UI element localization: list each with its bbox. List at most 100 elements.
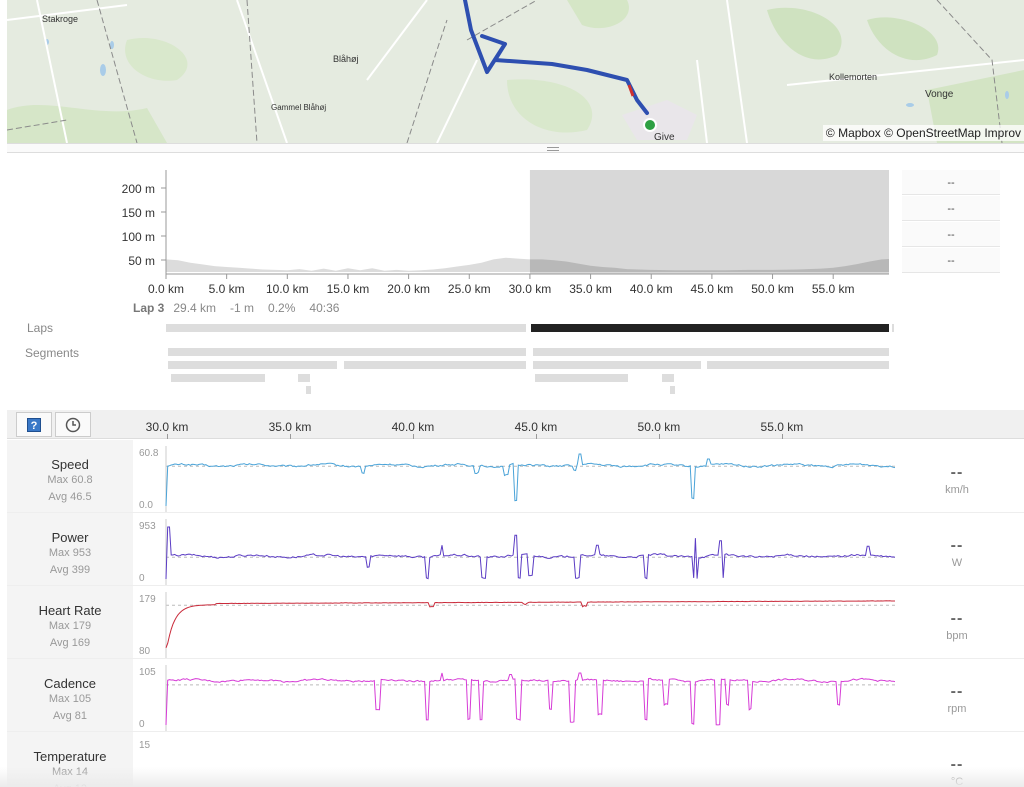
segment-bar[interactable] bbox=[298, 374, 310, 382]
help-icon: ? bbox=[27, 417, 41, 432]
elevation-x-tick: 50.0 km bbox=[751, 282, 794, 296]
lap-time: 40:36 bbox=[309, 301, 340, 315]
metric-y-max: 179 bbox=[139, 594, 156, 605]
elevation-x-tick: 40.0 km bbox=[629, 282, 673, 296]
selection-range[interactable] bbox=[529, 170, 889, 274]
help-button[interactable]: ? bbox=[16, 412, 52, 437]
summary-value: -- bbox=[902, 170, 1000, 195]
metric-name: Power bbox=[51, 530, 89, 545]
metric-max: Max 60.8 bbox=[47, 474, 93, 486]
metric-plot[interactable]: 60.8 0.0 bbox=[133, 440, 895, 512]
lap-distance: 29.4 km bbox=[173, 301, 217, 315]
metric-y-min: 0.0 bbox=[139, 500, 153, 511]
distance-tick: 40.0 km bbox=[391, 420, 435, 434]
segment-bar[interactable] bbox=[168, 348, 526, 356]
segment-bar[interactable] bbox=[533, 361, 701, 369]
segment-bar[interactable] bbox=[306, 386, 311, 394]
segment-bar[interactable] bbox=[171, 374, 265, 382]
elevation-profile-selected bbox=[529, 259, 889, 272]
elevation-x-tick: 35.0 km bbox=[569, 282, 612, 296]
metric-current: -- W bbox=[902, 513, 1012, 585]
metric-avg: Avg 81 bbox=[52, 710, 88, 722]
metric-name: Cadence bbox=[43, 676, 97, 691]
segment-bar[interactable] bbox=[535, 374, 628, 382]
distance-tick: 30.0 km bbox=[145, 420, 189, 434]
metric-value: -- bbox=[950, 464, 964, 481]
metric-line-chart bbox=[165, 519, 895, 585]
lap-name: Lap 3 bbox=[133, 301, 165, 315]
metric-row-cadence: Cadence Max 105 Avg 81 105 0 -- rpm bbox=[7, 659, 1024, 732]
metric-unit: W bbox=[951, 557, 963, 569]
metric-max: Max 105 bbox=[48, 693, 92, 705]
place-label-stakroge: Stakroge bbox=[42, 14, 79, 24]
metric-series-line bbox=[165, 672, 895, 726]
route-map[interactable]: Stakroge Blåhøj Gammel Blåhøj Kollemorte… bbox=[7, 0, 1024, 143]
elevation-y-tick: 50 m bbox=[128, 254, 155, 268]
metric-row-power: Power Max 953 Avg 399 953 0 -- W bbox=[7, 513, 1024, 586]
metric-unit: km/h bbox=[945, 484, 969, 496]
metric-name: Heart Rate bbox=[38, 603, 102, 618]
metric-plot[interactable]: 15 bbox=[133, 732, 895, 787]
metric-label: Power Max 953 Avg 399 bbox=[7, 513, 133, 585]
metric-y-min: 80 bbox=[139, 646, 151, 657]
metric-max: Max 179 bbox=[48, 620, 92, 632]
map-attribution[interactable]: © Mapbox © OpenStreetMap Improv bbox=[822, 125, 1024, 141]
lap-grade: 0.2% bbox=[268, 301, 296, 315]
distance-tick-mark bbox=[535, 434, 537, 439]
segment-bar[interactable] bbox=[533, 348, 889, 356]
lap-bar[interactable] bbox=[892, 324, 894, 332]
elevation-x-tick: 5.0 km bbox=[208, 282, 245, 296]
distance-tick-mark bbox=[781, 434, 783, 439]
metric-plot[interactable]: 105 0 bbox=[133, 659, 895, 731]
distance-tick: 45.0 km bbox=[514, 420, 558, 434]
metric-y-max: 15 bbox=[139, 740, 151, 751]
elevation-y-tick: 150 m bbox=[121, 206, 155, 220]
metric-max: Max 953 bbox=[48, 547, 92, 559]
distance-tick-mark bbox=[289, 434, 291, 439]
elevation-x-tick: 20.0 km bbox=[387, 282, 430, 296]
elevation-x-tick: 45.0 km bbox=[690, 282, 734, 296]
lap-bar-selected[interactable] bbox=[531, 324, 889, 332]
metric-y-min: 0 bbox=[139, 573, 145, 584]
metric-series-line bbox=[165, 453, 895, 507]
metric-series-line bbox=[165, 526, 895, 580]
metric-label: Speed Max 60.8 Avg 46.5 bbox=[7, 440, 133, 512]
elevation-y-tick: 100 m bbox=[121, 230, 155, 244]
chart-toolbar: ? 30.0 km 35.0 km 40.0 km 45.0 km 50.0 km 55.… bbox=[7, 410, 1024, 439]
metric-avg: Avg 46.5 bbox=[48, 491, 92, 503]
summary-value: -- bbox=[902, 248, 1000, 273]
metric-name: Temperature bbox=[33, 749, 107, 764]
metric-value: -- bbox=[950, 683, 964, 700]
metric-line-chart bbox=[165, 592, 895, 658]
segment-bar[interactable] bbox=[168, 361, 337, 369]
elevation-panel: 200 m 150 m 100 m 50 m 0.0 km 5.0 km 10.0 … bbox=[7, 153, 1024, 408]
metric-current: -- bpm bbox=[902, 586, 1012, 658]
segment-bar[interactable] bbox=[344, 361, 526, 369]
lap-bar[interactable] bbox=[166, 324, 526, 332]
distance-tick: 50.0 km bbox=[637, 420, 681, 434]
metric-line-chart bbox=[165, 446, 895, 512]
metric-current: -- rpm bbox=[902, 659, 1012, 731]
map-resize-handle[interactable] bbox=[7, 143, 1024, 153]
time-axis-button[interactable] bbox=[55, 412, 91, 437]
elevation-x-tick: 10.0 km bbox=[265, 282, 309, 296]
metric-label: Cadence Max 105 Avg 81 bbox=[7, 659, 133, 731]
distance-tick: 35.0 km bbox=[268, 420, 312, 434]
drag-grip-icon bbox=[547, 147, 559, 151]
place-label-gammel-blahoj: Gammel Blåhøj bbox=[271, 103, 327, 112]
metric-plot[interactable]: 179 80 bbox=[133, 586, 895, 658]
elevation-x-tick: 30.0 km bbox=[508, 282, 552, 296]
route-start-marker[interactable] bbox=[643, 118, 657, 132]
metric-plot[interactable]: 953 0 bbox=[133, 513, 895, 585]
metric-label: Heart Rate Max 179 Avg 169 bbox=[7, 586, 133, 658]
place-label-blahoj: Blåhøj bbox=[333, 54, 359, 64]
segment-bar[interactable] bbox=[662, 374, 674, 382]
segment-bar[interactable] bbox=[707, 361, 889, 369]
distance-tick: 55.0 km bbox=[760, 420, 804, 434]
metric-avg: Avg 399 bbox=[49, 564, 91, 576]
elevation-x-tick: 0.0 km bbox=[147, 282, 185, 296]
elevation-x-tick: 55.0 km bbox=[811, 282, 855, 296]
segment-bar[interactable] bbox=[670, 386, 675, 394]
elevation-chart[interactable] bbox=[7, 153, 1024, 293]
